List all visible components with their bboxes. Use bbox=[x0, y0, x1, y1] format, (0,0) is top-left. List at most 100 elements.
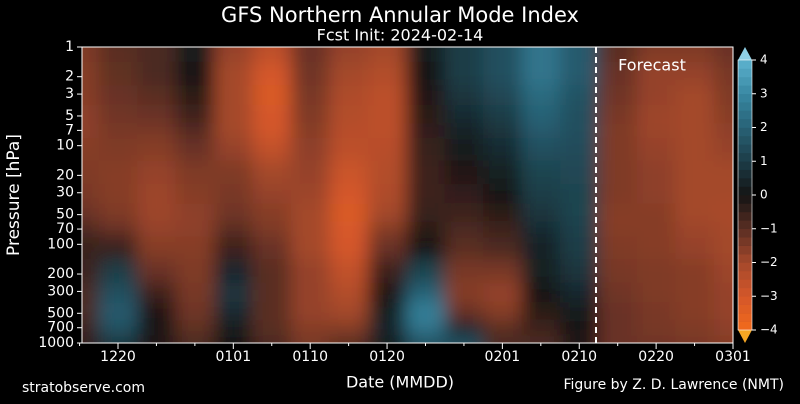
heat-cell bbox=[675, 320, 715, 336]
heat-cell bbox=[444, 221, 484, 238]
heat-cell bbox=[406, 320, 446, 336]
heat-cell bbox=[329, 282, 369, 303]
y-tick-label: 20 bbox=[56, 167, 74, 183]
y-tick-label: 100 bbox=[47, 236, 74, 252]
heat-cell bbox=[521, 47, 561, 63]
heat-cell bbox=[329, 138, 369, 162]
heat-cell bbox=[675, 138, 715, 162]
heat-cell bbox=[82, 259, 100, 284]
heat-cell bbox=[521, 105, 561, 124]
heat-cell bbox=[252, 221, 292, 238]
heat-cell bbox=[252, 302, 292, 322]
heat-cell bbox=[214, 47, 254, 63]
heat-cell bbox=[483, 320, 523, 336]
heat-cell bbox=[636, 47, 676, 63]
forecast-label: Forecast bbox=[618, 56, 686, 75]
heat-cell bbox=[444, 302, 484, 322]
heat-cell bbox=[560, 61, 599, 86]
heat-cell bbox=[98, 236, 138, 260]
heat-cell bbox=[598, 138, 638, 162]
heat-cell bbox=[82, 302, 100, 322]
colorbar-segment bbox=[738, 110, 752, 120]
heat-cell bbox=[406, 123, 446, 139]
heat-cell bbox=[406, 335, 446, 343]
y-tick-label: 700 bbox=[47, 320, 74, 336]
heat-cell bbox=[290, 221, 330, 238]
colorbar-segment bbox=[738, 85, 752, 95]
heat-cell bbox=[521, 259, 561, 284]
heat-cell bbox=[329, 259, 369, 284]
heat-cell bbox=[329, 236, 369, 260]
heat-cell bbox=[598, 259, 638, 284]
heat-cell bbox=[598, 123, 638, 139]
heat-cell bbox=[98, 85, 138, 106]
heat-cell bbox=[367, 123, 407, 139]
heat-cell bbox=[367, 259, 407, 284]
colorbar: 4 3 2 1 0 −1 −2 −3 −4 bbox=[737, 47, 778, 343]
heat-cell bbox=[713, 160, 733, 185]
heat-cell bbox=[598, 221, 638, 238]
heat-cell bbox=[214, 282, 254, 303]
heat-cell bbox=[82, 85, 100, 106]
heat-cell bbox=[82, 160, 100, 185]
heat-cell bbox=[444, 259, 484, 284]
heat-cell bbox=[636, 320, 676, 336]
heat-cell bbox=[137, 61, 177, 86]
heat-cell bbox=[214, 335, 254, 343]
heat-cell bbox=[98, 282, 138, 303]
heat-cell bbox=[406, 259, 446, 284]
heat-cell bbox=[483, 221, 523, 238]
heat-cell bbox=[675, 184, 715, 205]
heat-cell bbox=[214, 85, 254, 106]
x-tick-label: 0110 bbox=[292, 349, 328, 365]
heat-cell bbox=[252, 85, 292, 106]
heat-cell bbox=[214, 123, 254, 139]
heat-cell bbox=[713, 302, 733, 322]
heat-cell bbox=[367, 105, 407, 124]
colorbar-segment bbox=[738, 76, 752, 86]
heat-cell bbox=[713, 203, 733, 223]
colorbar-segment bbox=[738, 270, 752, 280]
colorbar-segment bbox=[738, 195, 752, 204]
heat-cell bbox=[175, 282, 215, 303]
heat-cell bbox=[214, 138, 254, 162]
heat-cell bbox=[598, 61, 638, 86]
heat-cell bbox=[636, 236, 676, 260]
colorbar-tick-label: 1 bbox=[760, 154, 768, 168]
heat-cell bbox=[444, 320, 484, 336]
heat-cell bbox=[137, 123, 177, 139]
heat-cell bbox=[636, 335, 676, 343]
heat-cell bbox=[137, 236, 177, 260]
colorbar-segment bbox=[738, 237, 752, 246]
colorbar-segment bbox=[738, 228, 752, 238]
heat-cell bbox=[214, 302, 254, 322]
heat-cell bbox=[214, 259, 254, 284]
colorbar-tick-label: 3 bbox=[760, 86, 768, 100]
heat-cell bbox=[483, 160, 523, 185]
colorbar-segment bbox=[738, 203, 752, 213]
colorbar-segment bbox=[738, 68, 752, 78]
x-tick-label: 0101 bbox=[215, 349, 251, 365]
heat-cell bbox=[82, 203, 100, 223]
heat-cell bbox=[560, 282, 599, 303]
heat-cell bbox=[560, 85, 599, 106]
heat-cell bbox=[560, 302, 599, 322]
heat-cell bbox=[483, 85, 523, 106]
heat-cell bbox=[444, 236, 484, 260]
colorbar-segment bbox=[738, 144, 752, 154]
heat-cell bbox=[252, 160, 292, 185]
heat-cell bbox=[406, 160, 446, 185]
heat-cell bbox=[329, 320, 369, 336]
heat-cell bbox=[598, 282, 638, 303]
y-tick-label: 200 bbox=[47, 266, 74, 282]
heat-cell bbox=[82, 236, 100, 260]
heat-cell bbox=[675, 302, 715, 322]
source-text: stratobserve.com bbox=[22, 380, 145, 396]
heat-cell bbox=[175, 47, 215, 63]
colorbar-tick-label: 4 bbox=[760, 53, 768, 67]
heat-cell bbox=[175, 123, 215, 139]
heat-cell bbox=[483, 47, 523, 63]
colorbar-segment bbox=[738, 135, 752, 145]
y-tick-label: 1 bbox=[65, 39, 74, 55]
x-tick-label: 0120 bbox=[369, 349, 405, 365]
